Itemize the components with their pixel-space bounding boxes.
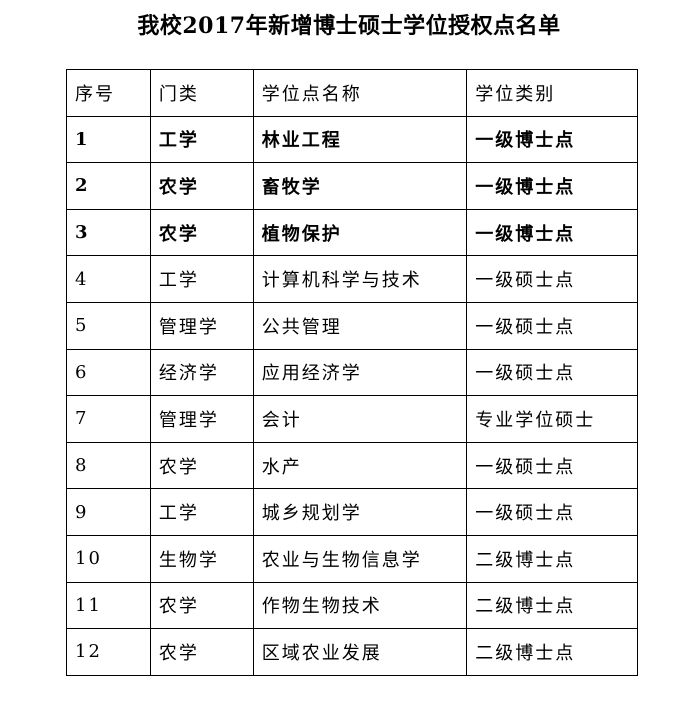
table-row: 7 管理学 会计 专业学位硕士 [66, 395, 638, 443]
cell-type: 一级博士点 [466, 115, 638, 164]
cell-category: 农学 [149, 628, 254, 676]
cell-no: 3 [66, 208, 151, 257]
cell-category: 工学 [149, 488, 254, 536]
cell-name: 计算机科学与技术 [252, 255, 468, 303]
cell-category: 农学 [149, 162, 254, 210]
table-header-row: 序号 门类 学位点名称 学位类别 [66, 69, 638, 117]
cell-no: 10 [66, 534, 151, 583]
cell-type: 专业学位硕士 [466, 395, 638, 443]
cell-name: 林业工程 [252, 115, 468, 164]
table-row: 4 工学 计算机科学与技术 一级硕士点 [66, 255, 638, 303]
table-row: 8 农学 水产 一级硕士点 [66, 441, 638, 490]
cell-type: 二级博士点 [466, 581, 638, 630]
cell-type: 一级博士点 [466, 208, 638, 257]
cell-type: 二级博士点 [466, 628, 638, 676]
cell-no: 4 [66, 255, 151, 303]
cell-type: 一级硕士点 [466, 441, 638, 490]
cell-name: 城乡规划学 [252, 488, 468, 536]
cell-type: 一级硕士点 [466, 348, 638, 397]
cell-name: 植物保护 [252, 208, 468, 257]
cell-no: 1 [66, 115, 151, 164]
cell-category: 生物学 [149, 534, 254, 583]
cell-name: 农业与生物信息学 [252, 534, 468, 583]
header-name: 学位点名称 [252, 69, 468, 117]
cell-no: 7 [66, 395, 151, 443]
cell-category: 农学 [149, 208, 254, 257]
header-no: 序号 [66, 69, 151, 117]
cell-name: 区域农业发展 [252, 628, 468, 676]
header-type: 学位类别 [466, 69, 638, 117]
cell-category: 管理学 [149, 301, 254, 350]
cell-type: 一级硕士点 [466, 488, 638, 536]
cell-category: 工学 [149, 255, 254, 303]
cell-name: 公共管理 [252, 301, 468, 350]
degree-table: 序号 门类 学位点名称 学位类别 1 工学 林业工程 一级博士点 2 农学 畜牧学 一级博士点… [66, 69, 638, 676]
page-title: 我校2017年新增博士硕士学位授权点名单 [137, 13, 561, 39]
cell-type: 一级硕士点 [466, 301, 638, 350]
cell-category: 农学 [149, 441, 254, 490]
table-row: 1 工学 林业工程 一级博士点 [66, 115, 638, 164]
cell-no: 2 [66, 162, 151, 210]
cell-name: 水产 [252, 441, 468, 490]
cell-no: 6 [66, 348, 151, 397]
cell-name: 作物生物技术 [252, 581, 468, 630]
cell-category: 农学 [149, 581, 254, 630]
cell-category: 经济学 [149, 348, 254, 397]
cell-category: 管理学 [149, 395, 254, 443]
cell-no: 5 [66, 301, 151, 350]
cell-no: 11 [66, 581, 151, 630]
table-row: 10 生物学 农业与生物信息学 二级博士点 [66, 534, 638, 583]
table-row: 11 农学 作物生物技术 二级博士点 [66, 581, 638, 630]
cell-no: 9 [66, 488, 151, 536]
table-row: 6 经济学 应用经济学 一级硕士点 [66, 348, 638, 397]
header-category: 门类 [149, 69, 254, 117]
table-row: 9 工学 城乡规划学 一级硕士点 [66, 488, 638, 536]
cell-no: 12 [66, 628, 151, 676]
cell-name: 畜牧学 [252, 162, 468, 210]
cell-name: 应用经济学 [252, 348, 468, 397]
cell-type: 二级博士点 [466, 534, 638, 583]
cell-type: 一级硕士点 [466, 255, 638, 303]
table-row: 12 农学 区域农业发展 二级博士点 [66, 628, 638, 676]
table-row: 5 管理学 公共管理 一级硕士点 [66, 301, 638, 350]
table-row: 3 农学 植物保护 一级博士点 [66, 208, 638, 257]
cell-category: 工学 [149, 115, 254, 164]
cell-name: 会计 [252, 395, 468, 443]
cell-no: 8 [66, 441, 151, 490]
table-row: 2 农学 畜牧学 一级博士点 [66, 162, 638, 210]
cell-type: 一级博士点 [466, 162, 638, 210]
